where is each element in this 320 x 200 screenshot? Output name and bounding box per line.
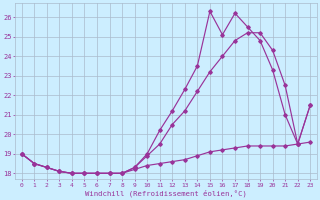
X-axis label: Windchill (Refroidissement éolien,°C): Windchill (Refroidissement éolien,°C) bbox=[85, 189, 247, 197]
